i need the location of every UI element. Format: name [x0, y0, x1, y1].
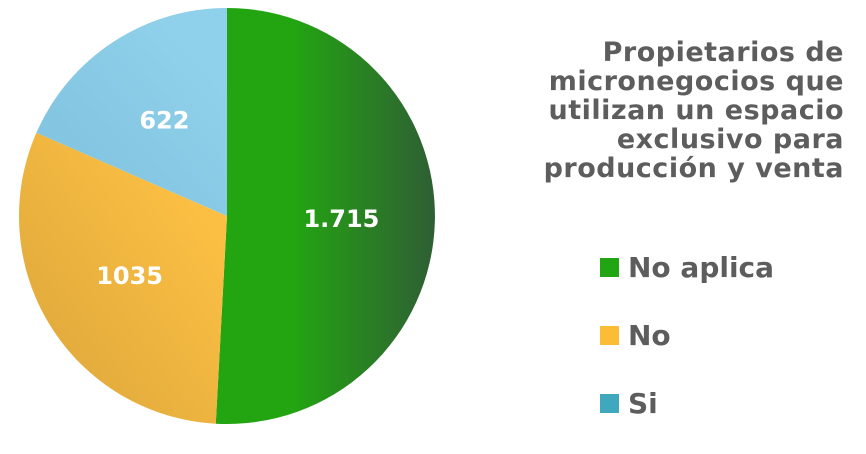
legend-swatch: [600, 393, 619, 413]
legend-swatch: [600, 257, 619, 277]
chart-title-line: Propietarios de: [602, 37, 844, 68]
legend-label: Si: [628, 386, 658, 420]
pie-data-label: 1.715: [303, 205, 379, 233]
pie-slices: [19, 8, 435, 424]
legend-item-si: Si: [600, 386, 850, 420]
legend-item-no-aplica: No aplica: [600, 250, 850, 284]
pie-slice-no-aplica: [215, 8, 435, 424]
chart-title-line: exclusivo para: [616, 124, 844, 155]
chart-title-line: micronegocios que: [548, 66, 844, 97]
legend-label: No: [628, 318, 671, 352]
pie-slice-si: [36, 8, 227, 216]
chart-legend: No aplica No Si: [600, 250, 850, 454]
pie-data-labels: 1.715 1035 622: [96, 106, 379, 290]
pie-data-label: 622: [139, 106, 189, 134]
legend-label: No aplica: [628, 250, 775, 284]
pie-chart: 1.715 1035 622: [19, 8, 435, 424]
chart-title-line: producción y venta: [543, 153, 844, 184]
pie-data-label: 1035: [96, 262, 163, 290]
chart-title: Propietarios de micronegocios que utiliz…: [484, 38, 844, 183]
chart-title-line: utilizan un espacio: [548, 95, 844, 126]
pie-slice-no: [19, 132, 227, 424]
legend-item-no: No: [600, 318, 850, 352]
legend-swatch: [600, 325, 619, 345]
